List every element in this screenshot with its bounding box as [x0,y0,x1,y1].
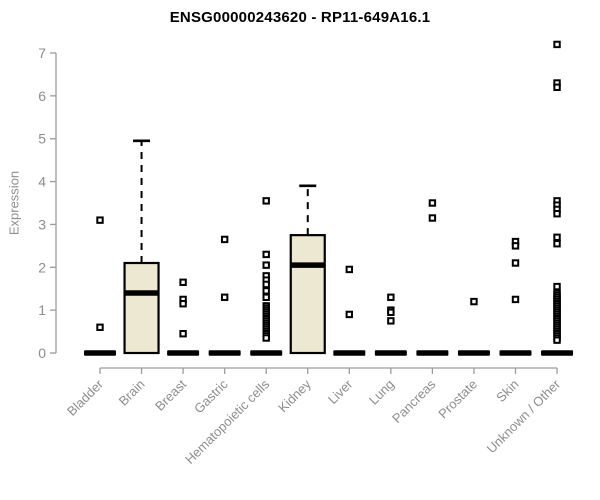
outlier-skin [511,295,520,304]
y-tick-label: 2 [38,259,46,275]
outlier-skin [511,259,520,267]
outlier-lung [387,293,395,301]
outlier-unknown-other [553,210,561,218]
zero-bar-lung [374,350,407,356]
outlier-bladder [96,216,104,224]
outlier-hematopoietic-cells [262,287,270,295]
outlier-gastric [220,235,229,244]
outlier-unknown-other [553,83,561,91]
outlier-unknown-other [553,282,561,291]
x-tick-label-gastric: Gastric [191,376,231,416]
zero-bar-bladder [84,350,116,356]
x-tick-label-pancreas: Pancreas [389,376,439,426]
outlier-prostate [470,297,478,306]
outlier-bladder [96,323,104,331]
outlier-pancreas [428,199,437,207]
y-tick-label: 0 [38,345,46,361]
outlier-liver [345,265,354,274]
x-tick-label-lung: Lung [366,377,397,408]
outlier-pancreas [428,214,437,222]
outlier-gastric [220,293,229,301]
outlier-unknown-other [553,40,561,49]
outlier-liver [345,310,354,319]
outlier-breast [179,330,187,338]
x-tick-label-prostate: Prostate [435,377,480,422]
zero-bar-pancreas [416,350,449,356]
y-tick-label: 3 [38,216,46,232]
outlier-hematopoietic-cells [262,261,270,269]
y-tick-label: 7 [38,45,46,61]
zero-bar-breast [167,350,200,356]
outlier-breast [179,300,187,308]
outlier-hematopoietic-cells [262,280,270,289]
outlier-lung [387,317,395,325]
outlier-hematopoietic-cells [262,197,270,205]
y-tick-label: 1 [38,302,46,318]
y-tick-label: 5 [38,131,46,147]
x-tick-label-skin: Skin [493,377,521,405]
outlier-hematopoietic-cells [262,293,270,301]
x-tick-label-kidney: Kidney [275,376,314,415]
zero-bar-unknown-other [541,350,574,356]
outlier-skin [511,242,520,250]
x-tick-label-bladder: Bladder [64,376,107,419]
x-tick-label-liver: Liver [325,376,356,407]
y-tick-label: 6 [38,88,46,104]
outlier-unknown-other [553,336,561,344]
x-tick-label-unknown-other: Unknown / Other [484,376,564,456]
chart-title: ENSG00000243620 - RP11-649A16.1 [169,9,431,26]
zero-bar-hematopoietic-cells [250,350,283,356]
zero-bar-skin [499,350,532,356]
zero-bar-liver [333,350,366,356]
outlier-hematopoietic-cells [262,334,270,342]
x-tick-label-breast: Breast [152,376,189,413]
box-brain [123,261,160,355]
zero-bar-gastric [208,350,241,356]
outlier-lung [387,308,395,316]
y-tick-label: 4 [38,174,46,190]
box-kidney [289,234,326,355]
zero-bar-prostate [457,350,490,356]
outlier-hematopoietic-cells [262,250,270,259]
outlier-unknown-other [553,233,561,241]
outlier-breast [179,278,187,286]
x-tick-label-brain: Brain [116,377,148,409]
outlier-unknown-other [553,240,561,248]
